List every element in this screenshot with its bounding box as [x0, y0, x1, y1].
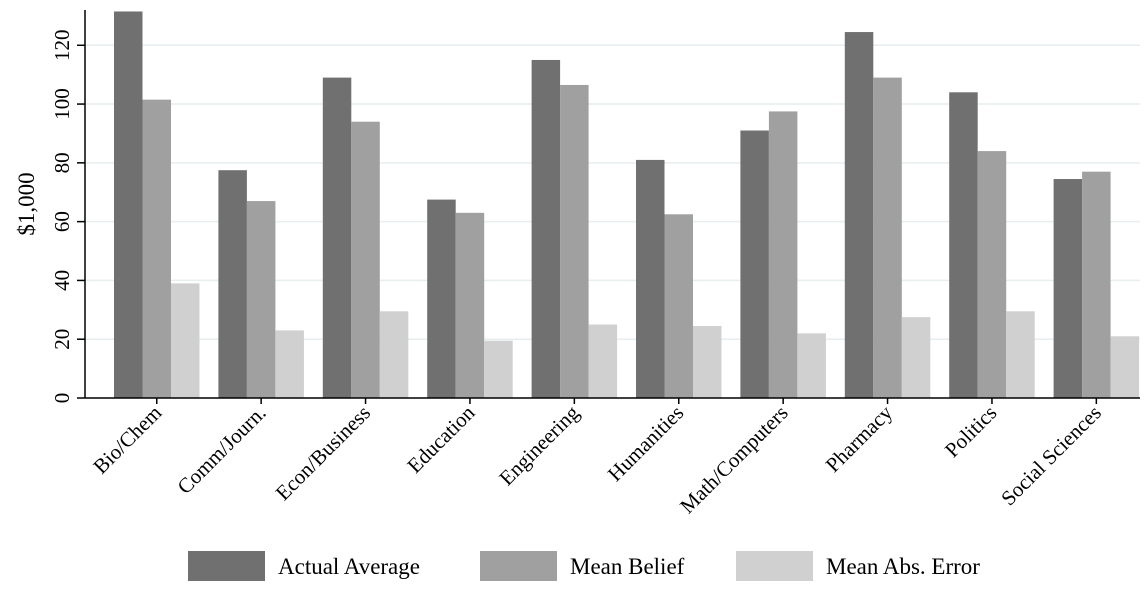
bar — [218, 170, 247, 398]
bar — [977, 151, 1007, 398]
x-tick-label: Social Sciences — [996, 401, 1106, 511]
bar — [1053, 179, 1083, 398]
bar — [275, 330, 304, 398]
y-tick-label: 60 — [50, 211, 74, 232]
y-tick-label: 20 — [50, 329, 74, 350]
x-tick-label: Math/Computers — [675, 401, 793, 519]
x-tick-label: Engineering — [494, 400, 584, 490]
bar — [873, 77, 902, 398]
bar — [797, 333, 826, 398]
bar — [484, 340, 513, 398]
bar — [664, 214, 693, 398]
bar — [531, 59, 561, 398]
bar — [901, 317, 931, 398]
bar — [844, 32, 874, 398]
y-tick-label: 0 — [50, 393, 74, 404]
y-tick-label: 100 — [50, 88, 74, 120]
bar — [379, 311, 409, 398]
bar — [1006, 311, 1035, 398]
x-tick-label: Comm/Journ. — [172, 401, 270, 499]
bar — [1110, 336, 1140, 398]
bar — [114, 11, 143, 399]
legend: Actual Average Mean Belief Mean Abs. Error — [188, 551, 980, 581]
y-tick-label: 80 — [50, 152, 74, 173]
bar — [1082, 171, 1111, 398]
bar — [246, 201, 276, 398]
bar — [351, 121, 380, 399]
x-tick-label: Econ/Business — [271, 401, 375, 505]
x-tick-label: Bio/Chem — [88, 401, 166, 479]
bar — [949, 92, 978, 398]
y-tick-label: 120 — [50, 30, 74, 62]
bar — [588, 324, 618, 398]
bar — [636, 159, 665, 398]
x-tick-label: Politics — [940, 401, 1002, 463]
legend-label: Mean Belief — [570, 554, 685, 579]
x-tick-label: Pharmacy — [821, 400, 898, 477]
bar — [740, 130, 769, 399]
bar — [768, 111, 798, 398]
legend-label: Actual Average — [278, 554, 420, 579]
legend-swatch — [736, 551, 813, 581]
bar — [322, 77, 352, 398]
legend-swatch — [188, 551, 265, 581]
legend-label: Mean Abs. Error — [826, 554, 980, 579]
legend-swatch — [480, 551, 557, 581]
bar — [693, 325, 722, 398]
bar — [560, 84, 589, 399]
x-tick-label: Humanities — [603, 401, 688, 486]
bar — [427, 199, 456, 398]
bar — [455, 212, 485, 398]
bar — [142, 99, 171, 398]
bars — [114, 11, 1140, 399]
y-axis-title: $1,000 — [14, 172, 39, 235]
bar — [171, 283, 200, 398]
x-tick-label: Education — [402, 400, 480, 478]
y-tick-label: 40 — [50, 270, 74, 291]
